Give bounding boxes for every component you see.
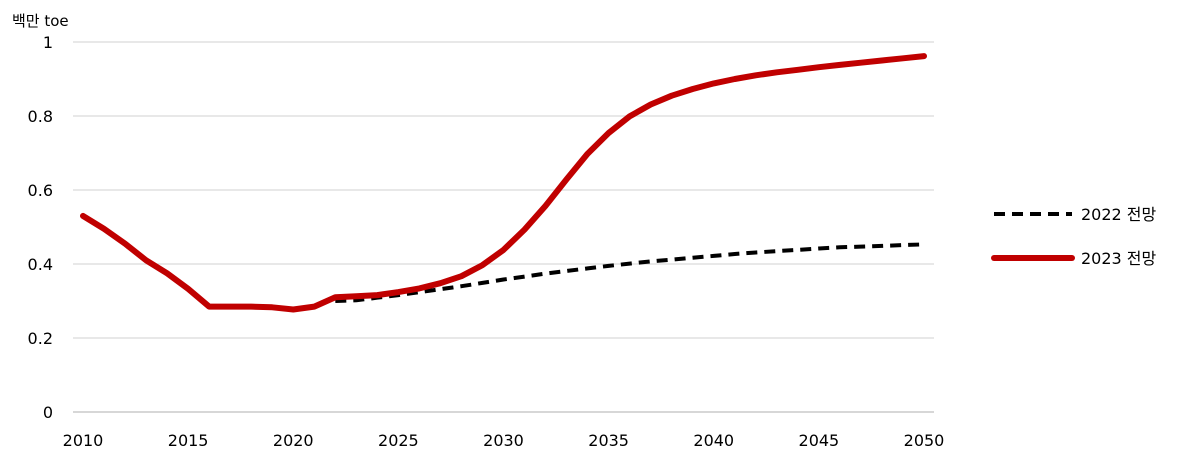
series-line-2 bbox=[80, 53, 927, 313]
x-tick-label: 2040 bbox=[693, 431, 734, 450]
y-tick-label: 1 bbox=[43, 33, 53, 52]
x-tick-label: 2015 bbox=[168, 431, 209, 450]
grid-lines bbox=[73, 41, 934, 413]
x-tick-label: 2030 bbox=[483, 431, 524, 450]
x-tick-label: 2025 bbox=[378, 431, 419, 450]
x-tick-label: 2050 bbox=[904, 431, 945, 450]
y-tick-label: 0.4 bbox=[28, 255, 53, 274]
series-lines bbox=[80, 53, 927, 313]
x-axis-ticks: 2010 2015 2020 2025 2030 2035 2040 2045 2050 bbox=[63, 431, 945, 450]
legend: 2022 전망 2023 전망 bbox=[991, 205, 1157, 268]
x-tick-label: 2035 bbox=[588, 431, 629, 450]
x-tick-label: 2020 bbox=[273, 431, 314, 450]
x-tick-label: 2010 bbox=[63, 431, 104, 450]
series-line-1 bbox=[335, 242, 925, 303]
y-tick-label: 0 bbox=[43, 403, 53, 422]
legend-label: 2022 전망 bbox=[1081, 205, 1157, 224]
y-tick-label: 0.6 bbox=[28, 181, 53, 200]
legend-label: 2023 전망 bbox=[1081, 249, 1157, 268]
y-axis-unit-label: 백만 toe bbox=[12, 12, 69, 30]
x-tick-label: 2045 bbox=[799, 431, 840, 450]
y-axis-ticks: 0 0.2 0.4 0.6 0.8 1 bbox=[28, 33, 53, 422]
y-tick-label: 0.2 bbox=[28, 329, 53, 348]
y-tick-label: 0.8 bbox=[28, 107, 53, 126]
